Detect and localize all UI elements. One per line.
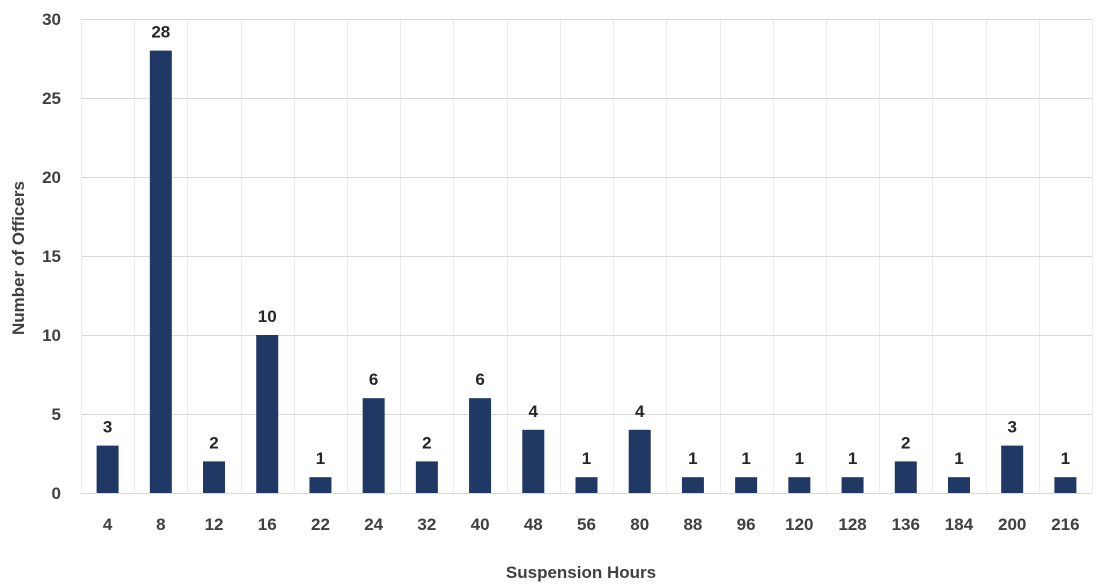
bar-22 xyxy=(309,477,332,493)
bar-136 xyxy=(894,461,917,493)
bar-12 xyxy=(203,461,226,493)
data-label-22: 1 xyxy=(316,449,325,468)
y-tick-label: 5 xyxy=(52,405,61,424)
bar-40 xyxy=(469,398,492,493)
x-tick-label-120: 120 xyxy=(785,515,813,534)
x-tick-label-4: 4 xyxy=(103,515,113,534)
y-tick-label: 30 xyxy=(42,10,61,29)
bar-48 xyxy=(522,429,545,493)
data-label-48: 4 xyxy=(529,402,539,421)
bar-96 xyxy=(735,477,758,493)
bar-24 xyxy=(362,398,385,493)
x-tick-layer: 4 8 12 16 22 24 32 40 48 56 80 88 96 120 128 136 184 200 2… xyxy=(103,515,1080,534)
x-tick-label-200: 200 xyxy=(998,515,1026,534)
grid-layer xyxy=(81,19,1093,494)
data-label-56: 1 xyxy=(582,449,591,468)
data-label-216: 1 xyxy=(1061,449,1070,468)
x-tick-label-16: 16 xyxy=(258,515,277,534)
data-label-12: 2 xyxy=(209,433,218,452)
data-label-200: 3 xyxy=(1007,418,1016,437)
bar-128 xyxy=(841,477,864,493)
data-label-120: 1 xyxy=(795,449,804,468)
bar-88 xyxy=(681,477,704,493)
data-label-96: 1 xyxy=(741,449,750,468)
x-tick-label-80: 80 xyxy=(630,515,649,534)
bar-16 xyxy=(256,335,279,493)
y-tick-label: 20 xyxy=(42,168,61,187)
x-tick-label-32: 32 xyxy=(417,515,436,534)
x-tick-label-12: 12 xyxy=(205,515,224,534)
bar-184 xyxy=(947,477,970,493)
data-label-80: 4 xyxy=(635,402,645,421)
y-axis-title: Number of Officers xyxy=(9,181,28,335)
x-tick-label-22: 22 xyxy=(311,515,330,534)
bar-4 xyxy=(96,445,119,493)
bar-layer xyxy=(96,50,1077,493)
data-label-layer: 3 28 2 10 1 6 2 6 4 1 4 1 1 1 1 2 1 3 1 xyxy=(103,23,1070,469)
x-axis-title: Suspension Hours xyxy=(506,563,656,582)
y-tick-label: 0 xyxy=(52,484,61,503)
bar-56 xyxy=(575,477,598,493)
data-label-32: 2 xyxy=(422,433,431,452)
bar-32 xyxy=(415,461,438,493)
y-tick-label: 15 xyxy=(42,247,61,266)
data-label-184: 1 xyxy=(954,449,963,468)
data-label-88: 1 xyxy=(688,449,697,468)
y-tick-layer: 0 5 10 15 20 25 30 xyxy=(42,10,61,503)
bar-120 xyxy=(788,477,811,493)
x-tick-label-40: 40 xyxy=(471,515,490,534)
x-tick-label-8: 8 xyxy=(156,515,165,534)
y-tick-label: 25 xyxy=(42,89,61,108)
x-tick-label-128: 128 xyxy=(838,515,866,534)
x-tick-label-88: 88 xyxy=(683,515,702,534)
x-tick-label-96: 96 xyxy=(737,515,756,534)
y-tick-label: 10 xyxy=(42,326,61,345)
x-tick-label-56: 56 xyxy=(577,515,596,534)
bar-80 xyxy=(628,429,651,493)
data-label-40: 6 xyxy=(475,370,484,389)
bar-200 xyxy=(1001,445,1024,493)
data-label-136: 2 xyxy=(901,433,910,452)
data-label-24: 6 xyxy=(369,370,378,389)
bar-8 xyxy=(149,50,172,493)
bar-216 xyxy=(1054,477,1077,493)
x-tick-label-184: 184 xyxy=(945,515,974,534)
data-label-128: 1 xyxy=(848,449,857,468)
x-tick-label-136: 136 xyxy=(892,515,920,534)
data-label-8: 28 xyxy=(151,23,170,42)
x-tick-label-24: 24 xyxy=(364,515,383,534)
x-tick-label-216: 216 xyxy=(1051,515,1079,534)
data-label-16: 10 xyxy=(258,307,277,326)
data-label-4: 3 xyxy=(103,418,112,437)
x-tick-label-48: 48 xyxy=(524,515,543,534)
